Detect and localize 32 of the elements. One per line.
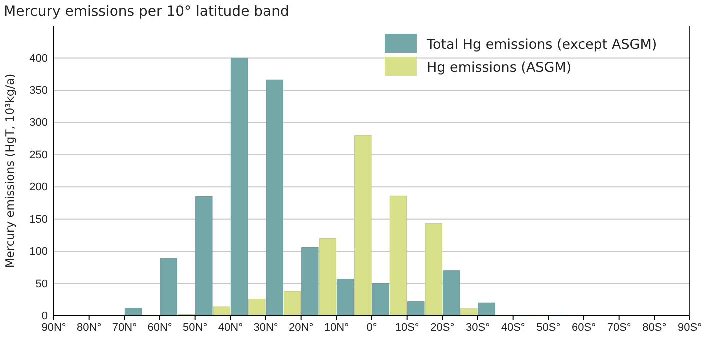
y-tick-label: 200 [30, 182, 48, 194]
y-axis-title: Mercury emissions (HgT, 10³kg/a) [3, 74, 17, 268]
x-tick-label: 0° [366, 322, 378, 334]
x-tick-label: 30S° [466, 322, 490, 334]
y-tick-label: 100 [30, 246, 48, 258]
legend-label: Total Hg emissions (except ASGM) [426, 37, 658, 53]
y-tick-label: 50 [36, 278, 48, 290]
y-tick-label: 250 [30, 149, 48, 162]
x-tick-label: 90N° [42, 322, 66, 334]
y-tick-label: 0 [42, 310, 48, 323]
x-tick-label: 20N° [289, 322, 314, 334]
x-tick-label: 10S° [395, 322, 420, 334]
x-tick-label: 10N° [324, 322, 349, 334]
y-tick-label: 150 [30, 214, 48, 226]
legend-label: Hg emissions (ASGM) [427, 60, 572, 76]
x-tick-label: 50S° [536, 322, 561, 334]
y-tick-label: 350 [30, 84, 48, 97]
x-tick-label: 70N° [112, 322, 137, 334]
chart-title: Mercury emissions per 10° latitude band [4, 4, 290, 20]
x-tick-label: 60S° [572, 322, 596, 334]
x-tick-label: 40S° [501, 322, 526, 334]
x-tick-label: 80N° [77, 322, 102, 334]
y-tick-label: 300 [30, 117, 48, 130]
x-tick-label: 60N° [148, 322, 172, 334]
x-tick-label: 90S° [678, 322, 702, 334]
x-tick-label: 70S° [607, 322, 632, 334]
x-tick-label: 80S° [642, 322, 667, 334]
x-tick-label: 50N° [183, 322, 208, 334]
x-tick-label: 40N° [218, 322, 243, 334]
y-tick-label: 400 [30, 52, 48, 65]
x-tick-label: 30N° [254, 322, 278, 334]
x-tick-label: 20S° [430, 322, 455, 334]
